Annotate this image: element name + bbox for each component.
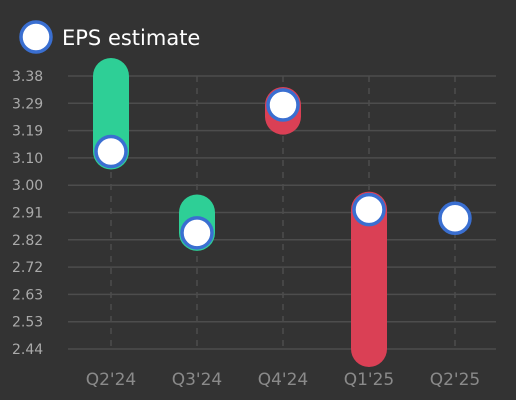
y-tick-label: 3.29 (12, 96, 43, 112)
legend-marker-icon (19, 20, 53, 54)
x-tick-label: Q2'25 (430, 370, 481, 390)
legend-label: EPS estimate (62, 26, 200, 50)
x-tick-label: Q2'24 (86, 370, 137, 390)
x-axis: Q2'24 Q3'24 Q4'24 Q1'25 Q2'25 (86, 370, 481, 390)
range-bar (351, 191, 387, 367)
y-tick-label: 2.82 (12, 233, 43, 249)
legend[interactable]: EPS estimate (19, 20, 200, 54)
y-tick-label: 2.53 (12, 315, 43, 331)
estimate-point[interactable] (266, 88, 300, 122)
y-axis: 3.38 3.29 3.19 3.10 3.00 2.91 2.82 2.72 2.63 2.53… (12, 69, 43, 358)
y-tick-label: 2.44 (12, 342, 43, 358)
y-tick-label: 2.72 (12, 260, 43, 276)
y-tick-label: 2.63 (12, 287, 43, 303)
x-tick-label: Q3'24 (172, 370, 223, 390)
x-tick-label: Q1'25 (344, 370, 395, 390)
y-tick-label: 2.91 (12, 206, 43, 222)
y-tick-label: 3.00 (12, 178, 43, 194)
markers (94, 88, 472, 250)
x-tick-label: Q4'24 (258, 370, 309, 390)
estimate-point[interactable] (180, 216, 214, 250)
y-tick-label: 3.10 (12, 151, 43, 167)
y-tick-label: 3.19 (12, 124, 43, 140)
estimate-point[interactable] (438, 201, 472, 236)
estimate-point[interactable] (94, 134, 128, 169)
estimate-point[interactable] (352, 192, 386, 227)
y-tick-label: 3.38 (12, 69, 43, 85)
